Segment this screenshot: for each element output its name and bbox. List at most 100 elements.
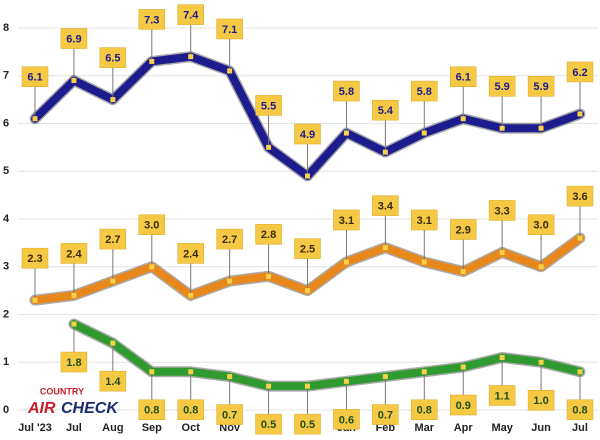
label-box [411,399,438,421]
data-label: 2.7 [222,234,237,246]
label-box [255,224,282,245]
point [32,297,38,303]
data-label: 3.0 [144,220,159,232]
logo-left: AIR [27,400,56,417]
y-tick-label: 4 [3,213,10,225]
point [499,249,505,255]
data-label: 0.8 [417,405,432,417]
data-label: 0.8 [144,405,159,417]
label-box [216,404,243,425]
data-label: 7.4 [183,10,199,22]
x-tick-label: Aug [102,422,123,434]
data-label: 0.5 [300,419,315,431]
point [32,116,38,122]
label-box [216,228,243,250]
point [499,125,505,131]
label-box [527,214,555,235]
data-label: 1.0 [533,395,548,407]
point [382,245,388,251]
label-box [99,47,127,68]
point [343,259,349,265]
label-box [60,243,88,264]
label-box [177,4,204,25]
label-box [527,76,555,97]
x-tick-label: Apr [454,422,474,434]
data-label: 0.6 [339,414,354,426]
point [71,292,77,298]
label-box [372,404,399,425]
data-label: 2.5 [300,244,315,256]
point [188,369,194,375]
x-tick-label: May [491,422,513,434]
label-box [488,76,516,97]
label-box [21,66,49,87]
point [382,374,388,380]
data-label: 4.9 [300,129,315,141]
point [421,259,427,265]
label-box [372,99,399,121]
data-label: 7.3 [144,14,159,26]
point [149,264,155,270]
data-label: 6.1 [456,72,471,84]
point [382,149,388,155]
label-box [449,66,477,87]
point [266,144,272,150]
data-label: 5.8 [339,86,354,98]
label-box [527,390,555,411]
point [149,58,155,64]
point [305,288,310,294]
data-label: 0.7 [222,409,237,421]
data-label: 6.1 [27,72,42,84]
data-label: 5.9 [494,81,509,93]
label-box [99,228,127,250]
label-box [566,185,594,207]
data-label: 3.1 [339,215,354,227]
x-tick-label: Jun [531,422,551,434]
x-tick-label: Sep [142,422,162,434]
y-tick-label: 8 [3,22,9,34]
data-label: 1.4 [105,376,121,388]
logo-top: COUNTRY [40,386,84,396]
label-box [449,394,477,416]
point [188,54,194,60]
point [188,292,194,298]
data-label: 2.4 [183,248,199,260]
data-label: 6.2 [572,67,587,79]
point [227,68,233,74]
logo-right: CHECK [61,400,119,417]
label-box [488,385,516,406]
data-label: 7.1 [222,24,237,36]
point [305,383,310,389]
data-label: 1.1 [494,390,509,402]
label-box [333,80,360,102]
x-tick-label: Jul '23 [18,422,52,434]
x-tick-label: Jul [572,422,588,434]
point [460,116,466,122]
label-box [99,370,127,392]
data-label: 3.0 [533,220,548,232]
label-box [333,209,360,231]
label-box [333,409,360,430]
label-box [60,28,88,49]
point [577,369,583,375]
point [110,278,116,284]
label-box [138,214,166,235]
x-tick-label: Mar [415,422,435,434]
y-tick-label: 5 [3,165,9,177]
data-label: 2.7 [105,234,120,246]
data-label: 5.9 [533,81,548,93]
point [538,125,544,131]
point [110,97,116,103]
data-label: 5.4 [378,105,394,117]
point [266,383,272,389]
point [343,378,349,384]
data-label: 3.3 [494,205,509,217]
logo: COUNTRY AIR CHECK [27,386,119,417]
data-label: 0.8 [183,405,198,417]
point [538,264,544,270]
data-label: 0.5 [261,419,276,431]
label-box [21,247,49,269]
label-box [177,243,204,264]
point [538,359,544,365]
